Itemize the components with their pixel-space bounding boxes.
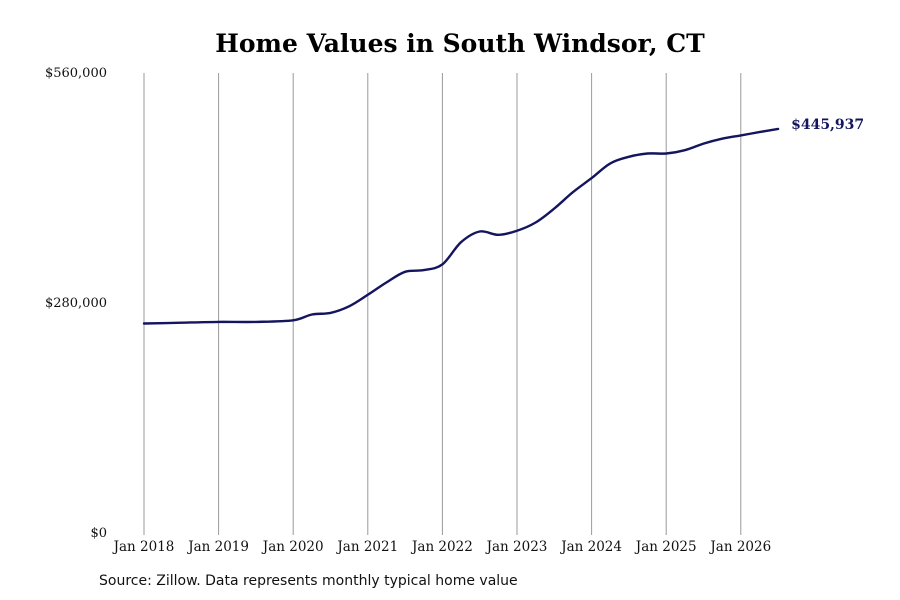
- y-tick-label: $0: [90, 526, 107, 541]
- x-tick-label: Jan 2025: [634, 539, 697, 555]
- x-tick-label: Jan 2023: [485, 539, 548, 555]
- series-line: [142, 127, 780, 325]
- x-tick-label: Jan 2021: [335, 539, 398, 555]
- x-tick-label: Jan 2024: [559, 539, 622, 555]
- y-axis-ticks: $0 $280,000 $560,000: [45, 66, 107, 541]
- y-tick-label: $560,000: [45, 66, 107, 81]
- x-tick-label: Jan 2022: [410, 539, 473, 555]
- x-axis-ticks: Jan 2018 Jan 2019 Jan 2020 Jan 2021 Jan 2022…: [112, 539, 772, 555]
- x-tick-label: Jan 2019: [186, 539, 249, 555]
- y-tick-label: $280,000: [45, 296, 107, 311]
- x-tick-label: Jan 2018: [112, 539, 175, 555]
- end-value-label: $445,937: [791, 117, 864, 133]
- gridlines: [143, 73, 742, 535]
- x-tick-label: Jan 2026: [708, 539, 771, 555]
- source-note: Source: Zillow. Data represents monthly …: [99, 573, 518, 589]
- chart-title: Home Values in South Windsor, CT: [215, 29, 705, 58]
- x-tick-label: Jan 2020: [261, 539, 324, 555]
